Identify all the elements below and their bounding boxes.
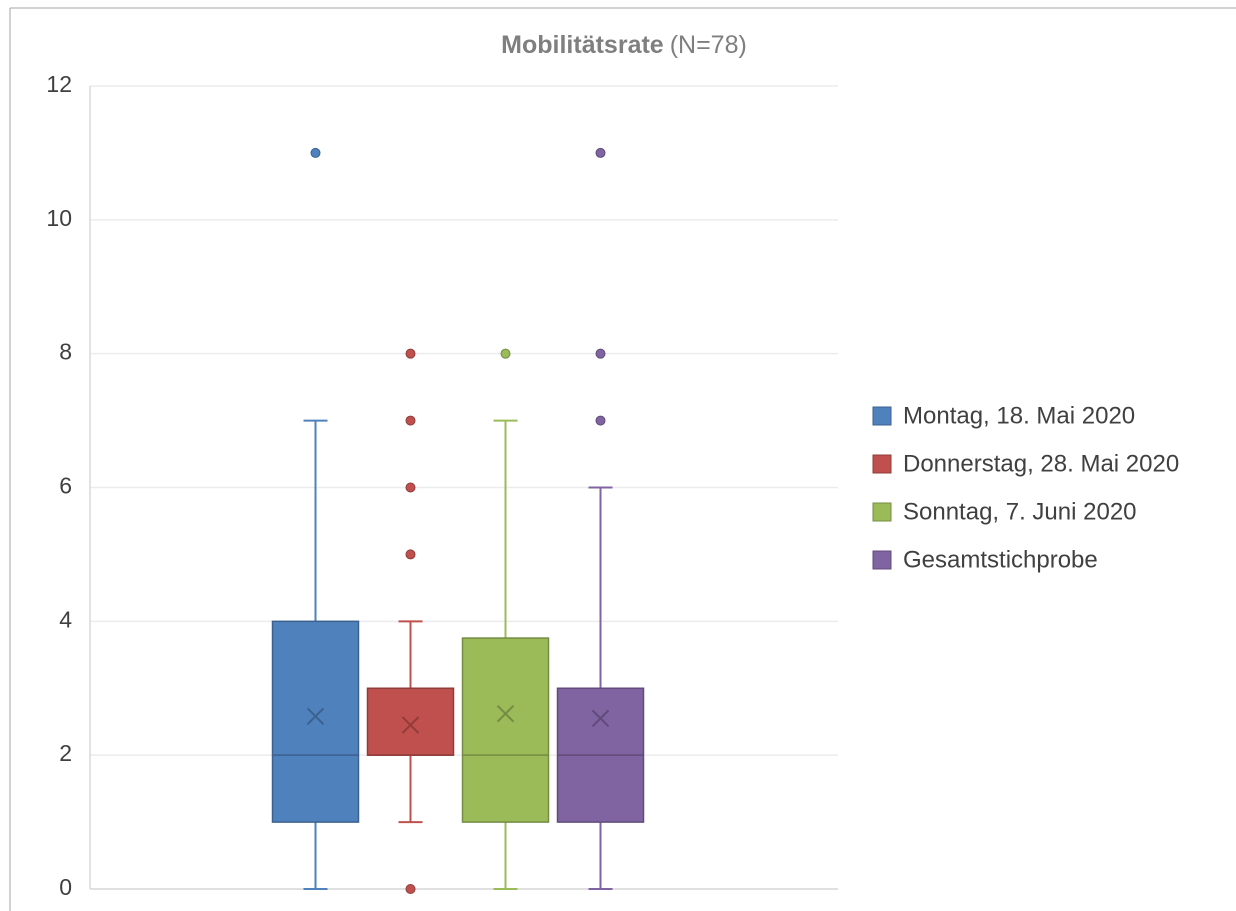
y-tick-label: 4 [59, 606, 72, 632]
y-tick-label: 6 [59, 473, 72, 499]
box [461, 637, 550, 823]
legend-swatch [872, 550, 892, 570]
box [366, 687, 455, 756]
box [271, 620, 360, 823]
y-tick-label: 8 [59, 339, 72, 365]
legend-swatch [872, 502, 892, 522]
outlier [595, 348, 606, 359]
y-tick-label: 0 [59, 874, 72, 900]
mean-marker [401, 716, 420, 734]
mean-marker [496, 704, 515, 723]
legend-label: Montag, 18. Mai 2020 [903, 402, 1135, 429]
y-tick-label: 12 [46, 71, 72, 97]
chart-subtitle: (N=78) [670, 31, 747, 59]
y-tick-label: 10 [46, 205, 72, 231]
outlier [310, 147, 321, 158]
outlier [595, 147, 606, 158]
legend-label: Gesamtstichprobe [903, 546, 1098, 573]
outlier [595, 415, 606, 426]
legend-label: Sonntag, 7. Juni 2020 [903, 498, 1137, 525]
legend-swatch [872, 406, 892, 426]
legend-label: Donnerstag, 28. Mai 2020 [903, 450, 1179, 477]
outlier [405, 884, 416, 894]
outlier [405, 482, 416, 493]
outlier [405, 415, 416, 426]
chart-title: Mobilitätsrate [501, 31, 664, 59]
outlier [500, 348, 511, 359]
mean-marker [306, 707, 325, 726]
y-tick-label: 2 [59, 740, 72, 766]
outlier [405, 348, 416, 359]
outlier [405, 549, 416, 560]
mean-marker [591, 709, 610, 728]
chart-title-group: Mobilitätsrate (N=78) [501, 31, 747, 59]
legend-swatch [872, 454, 892, 474]
